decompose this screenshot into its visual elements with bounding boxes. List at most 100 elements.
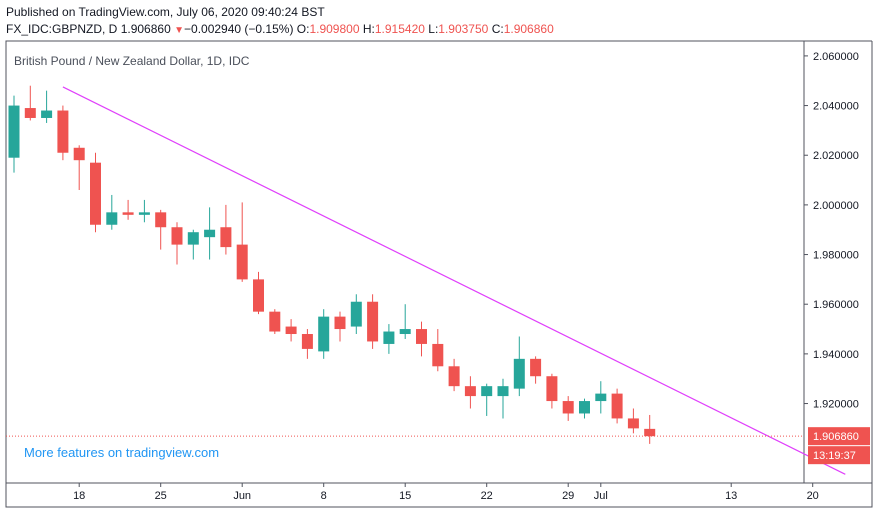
candle-body	[8, 105, 20, 158]
candle-body	[236, 244, 248, 280]
candle	[301, 329, 313, 359]
candle-body	[416, 329, 427, 344]
candle	[171, 222, 183, 265]
down-triangle-icon: ▼	[174, 25, 185, 36]
candle-body	[187, 232, 199, 245]
candle	[187, 229, 199, 260]
candle-body	[432, 343, 444, 367]
time-tick-label: 25	[155, 490, 167, 502]
trendline	[62, 86, 846, 475]
candle-body	[138, 212, 150, 215]
candle-body	[41, 110, 53, 118]
candle-body	[595, 393, 607, 402]
price-tick-label: 1.960000	[813, 299, 859, 311]
candle-body	[399, 329, 411, 335]
candle	[122, 199, 134, 220]
candle	[334, 311, 346, 342]
symbol-label: FX_IDC:GBPNZD, D	[6, 22, 118, 36]
candle-body	[90, 162, 101, 225]
time-tick-label: Jul	[594, 490, 608, 502]
candle	[253, 271, 264, 315]
candle-body	[285, 326, 297, 335]
candle-body	[546, 376, 558, 402]
price-tick-label: 1.940000	[813, 349, 859, 361]
candle-body	[562, 401, 574, 414]
low-label: L:	[428, 22, 439, 36]
candle	[644, 414, 656, 444]
candle-body	[611, 393, 623, 419]
chart-title: British Pound / New Zealand Dollar, 1D, …	[14, 54, 250, 68]
candle-body	[481, 386, 493, 397]
candle	[448, 358, 460, 392]
candle-body	[448, 366, 460, 387]
time-tick-label: 18	[73, 490, 85, 502]
price-tick-label: 2.060000	[813, 51, 859, 63]
candle-body	[106, 212, 118, 225]
candle-body	[155, 212, 167, 228]
candle	[24, 85, 36, 121]
candle-body	[644, 428, 656, 437]
candle	[432, 329, 444, 372]
last-price: 1.906860	[120, 22, 171, 36]
candle	[579, 398, 590, 419]
candle-body	[334, 316, 346, 330]
price-tick-label: 1.920000	[813, 399, 859, 411]
last-price-badge	[808, 427, 870, 446]
candle	[399, 304, 411, 339]
candle-body	[497, 386, 509, 397]
candle	[481, 383, 493, 416]
candle	[595, 381, 607, 414]
countdown-badge	[808, 446, 870, 465]
high-label: H:	[362, 22, 375, 36]
candle	[562, 396, 574, 421]
close-label: C:	[491, 22, 504, 36]
candle-body	[383, 331, 395, 344]
candle-body	[464, 386, 476, 397]
overlays: 1.906860 13:19:37	[6, 86, 870, 475]
candle-body	[73, 147, 85, 161]
candle	[367, 294, 379, 349]
time-tick-label: 15	[399, 490, 411, 502]
candle-body	[204, 229, 216, 238]
candle-body	[253, 279, 264, 312]
candle	[57, 105, 69, 161]
candle-body	[530, 358, 542, 377]
candle-body	[122, 212, 134, 215]
candle	[138, 199, 150, 223]
price-tick-label: 1.980000	[813, 250, 859, 262]
candle	[611, 388, 623, 424]
time-tick-label: 29	[562, 490, 574, 502]
candle	[220, 204, 232, 255]
countdown-label: 13:19:37	[813, 450, 856, 462]
close-value: 1.906860	[503, 22, 554, 36]
candle	[416, 321, 427, 357]
candle	[8, 95, 20, 173]
ohlc-legend: FX_IDC:GBPNZD, D 1.906860 ▼−0.002940 (−0…	[6, 22, 554, 36]
candle	[513, 336, 525, 397]
more-features-link[interactable]: More features on tradingview.com	[24, 445, 220, 460]
time-tick-label: 22	[481, 490, 493, 502]
candle	[73, 145, 85, 190]
chart-header: Published on TradingView.com, July 06, 2…	[0, 0, 877, 40]
candle-body	[318, 316, 330, 352]
candles	[8, 85, 656, 444]
open-value: 1.909800	[309, 22, 360, 36]
candle	[530, 356, 542, 384]
candle	[269, 309, 281, 335]
candle-body	[627, 418, 639, 429]
candle	[155, 209, 167, 250]
open-label: O:	[296, 22, 310, 36]
candle-body	[579, 401, 590, 414]
plot-pane-border	[5, 40, 805, 484]
candle	[383, 324, 395, 354]
candle	[236, 202, 248, 282]
price-tick-label: 2.020000	[813, 150, 859, 162]
price-change: −0.002940 (−0.15%)	[184, 22, 294, 36]
time-tick-label: 8	[321, 490, 327, 502]
candle	[106, 194, 118, 230]
price-tick-label: 2.000000	[813, 200, 859, 212]
time-axis: 18 25 Jun 8 15 22 29 Jul 13 20	[73, 483, 819, 502]
candle-body	[301, 334, 313, 349]
candle	[285, 319, 297, 342]
